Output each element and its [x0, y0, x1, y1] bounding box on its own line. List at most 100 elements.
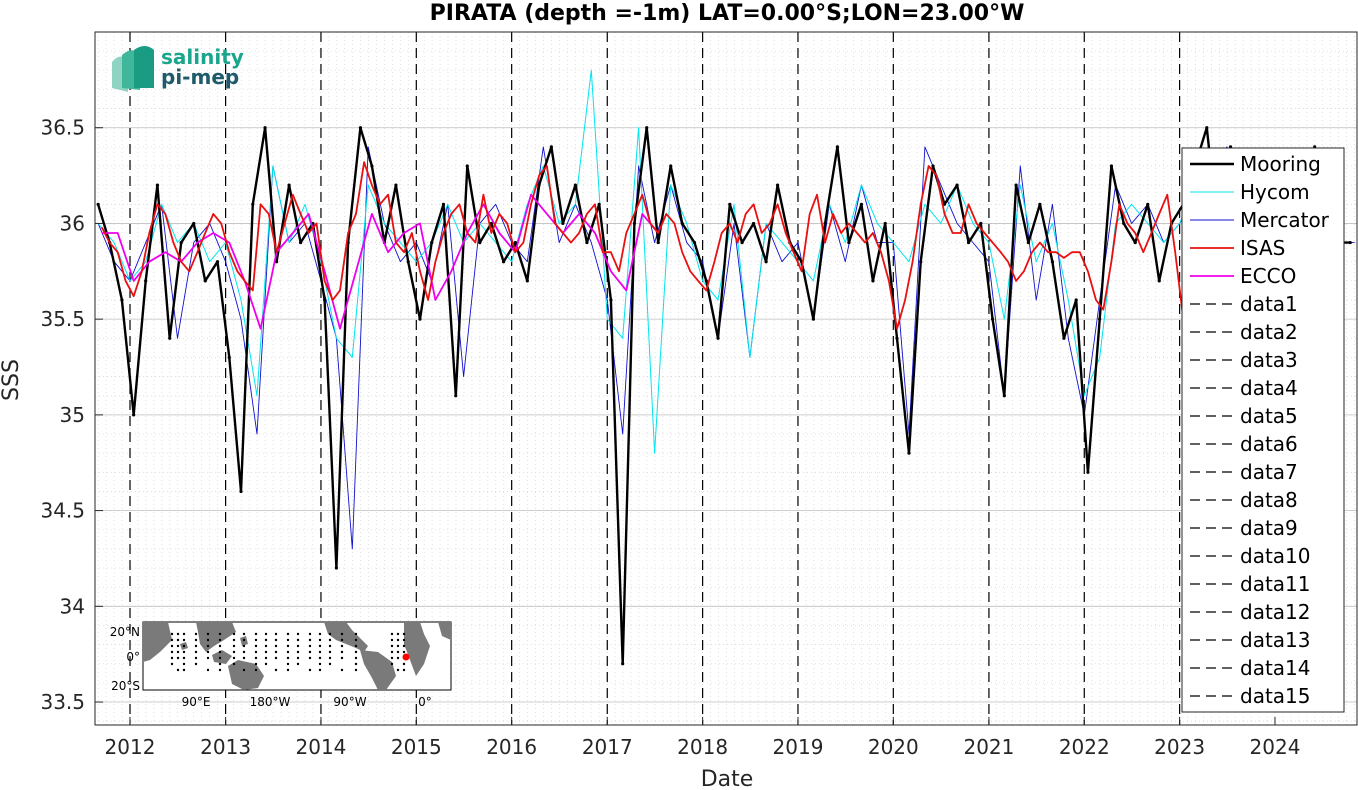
- inset-mooring-dot: [274, 632, 278, 636]
- inset-mooring-dot: [182, 668, 186, 672]
- inset-mooring-dot: [286, 662, 290, 666]
- mooring-point: [597, 202, 601, 206]
- x-tick-label: 2017: [582, 735, 633, 759]
- x-tick-label: 2013: [200, 735, 251, 759]
- legend-label: ECCO: [1240, 264, 1296, 288]
- legend-label: Mercator: [1240, 208, 1330, 232]
- mooring-point: [692, 240, 697, 245]
- mooring-point: [1026, 240, 1030, 245]
- inset-mooring-dot: [218, 632, 222, 636]
- inset-mooring-dot: [242, 632, 246, 636]
- mooring-point: [883, 221, 887, 226]
- mooring-point: [1074, 298, 1078, 302]
- mooring-point: [1133, 240, 1137, 245]
- inset-mooring-dot: [296, 644, 300, 648]
- inset-mooring-dot: [390, 656, 394, 660]
- mooring-point: [871, 279, 875, 283]
- series-line-hycom: [97, 69, 1228, 454]
- x-axis-label: Date: [701, 767, 754, 790]
- legend-label: data12: [1240, 600, 1311, 624]
- inset-mooring-dot: [176, 656, 180, 660]
- inset-mooring-dot: [206, 656, 210, 660]
- mooring-point: [609, 298, 613, 302]
- axes-background: [95, 32, 1357, 725]
- logo-text-pimep: pi-mep: [161, 65, 239, 89]
- inset-mooring-dot: [176, 632, 180, 636]
- inset-mooring-dot: [318, 632, 322, 636]
- x-axis-ticks: 2012 2013 2014 2015 2016 2017 2018 2019 2020 2021…: [105, 717, 1300, 759]
- inset-mooring-dot: [402, 668, 406, 672]
- mooring-point: [274, 260, 279, 264]
- legend-label: data13: [1240, 628, 1311, 652]
- series-line-ecco: [101, 193, 659, 330]
- inset-mooring-dot: [354, 662, 358, 666]
- inset-mooring-dot: [232, 644, 236, 648]
- x-tick-label: 2021: [963, 735, 1014, 759]
- grid-lines: [95, 32, 1357, 725]
- y-tick-label: 36: [60, 211, 85, 235]
- inset-mooring-dot: [390, 638, 394, 642]
- inset-mooring-dot: [182, 650, 186, 654]
- chart-title: PIRATA (depth =-1m) LAT=0.00°S;LON=23.00…: [430, 1, 1025, 26]
- inset-mooring-dot: [286, 638, 290, 642]
- inset-mooring-dot: [402, 632, 406, 636]
- inset-mooring-dot: [194, 662, 198, 666]
- mooring-point: [525, 279, 529, 283]
- inset-mooring-dot: [340, 638, 344, 642]
- mooring-point: [632, 221, 637, 226]
- x-tick-label: 2014: [296, 735, 347, 759]
- inset-mooring-dot: [318, 668, 322, 672]
- salinity-pimep-logo: salinity pi-mep: [112, 45, 244, 92]
- inset-mooring-dot: [328, 656, 332, 660]
- inset-mooring-dot: [318, 656, 322, 660]
- mooring-point: [1205, 126, 1209, 130]
- inset-mooring-dot: [264, 656, 268, 660]
- inset-mooring-dot: [354, 638, 358, 642]
- inset-mooring-dot: [206, 644, 210, 648]
- mooring-point: [955, 183, 959, 187]
- x-tick-label: 2018: [677, 735, 728, 759]
- mooring-point: [1098, 317, 1102, 321]
- inset-mooring-dot: [396, 644, 400, 648]
- inset-mooring-dot: [254, 644, 258, 648]
- inset-mooring-dot: [296, 650, 300, 654]
- mooring-point: [764, 260, 768, 264]
- inset-mooring-dot: [328, 644, 332, 648]
- mooring-point: [287, 183, 291, 187]
- inset-mooring-dot: [254, 668, 258, 672]
- inset-mooring-dot: [354, 644, 358, 648]
- inset-mooring-dot: [286, 668, 290, 672]
- inset-mooring-dot: [274, 644, 278, 648]
- inset-mooring-dot: [170, 632, 174, 636]
- legend-label: data3: [1240, 348, 1298, 372]
- legend: Mooring Hycom Mercator ISAS ECCO data1 data2 da…: [1181, 147, 1345, 713]
- inset-mooring-dot: [218, 662, 222, 666]
- mooring-point: [1146, 202, 1150, 206]
- mooring-point: [144, 279, 148, 283]
- mooring-point: [370, 164, 374, 168]
- legend-label: Mooring: [1240, 152, 1321, 176]
- inset-mooring-dot: [318, 650, 322, 654]
- inset-mooring-dot: [318, 662, 322, 666]
- inset-mooring-dot: [194, 650, 198, 654]
- mooring-point: [1348, 240, 1352, 245]
- mooring-point: [251, 202, 255, 206]
- logo-text-salinity: salinity: [161, 45, 244, 69]
- mooring-point: [441, 202, 446, 206]
- inset-mooring-dot: [318, 644, 322, 648]
- inset-mooring-dot: [274, 656, 278, 660]
- legend-items: Mooring Hycom Mercator ISAS ECCO data1 data2 da…: [1190, 152, 1330, 708]
- mooring-point: [895, 336, 899, 340]
- inset-mooring-dot: [218, 638, 222, 642]
- axes-frame: [94, 31, 1358, 726]
- x-tick-label: 2016: [486, 735, 537, 759]
- mooring-point: [298, 240, 303, 245]
- y-tick-label: 34: [60, 594, 85, 618]
- inset-mooring-dot: [170, 656, 174, 660]
- inset-mooring-dot: [308, 638, 312, 642]
- inset-mooring-dot: [254, 662, 258, 666]
- mooring-point: [155, 183, 160, 187]
- inset-mooring-dot: [296, 638, 300, 642]
- mooring-point: [120, 298, 124, 302]
